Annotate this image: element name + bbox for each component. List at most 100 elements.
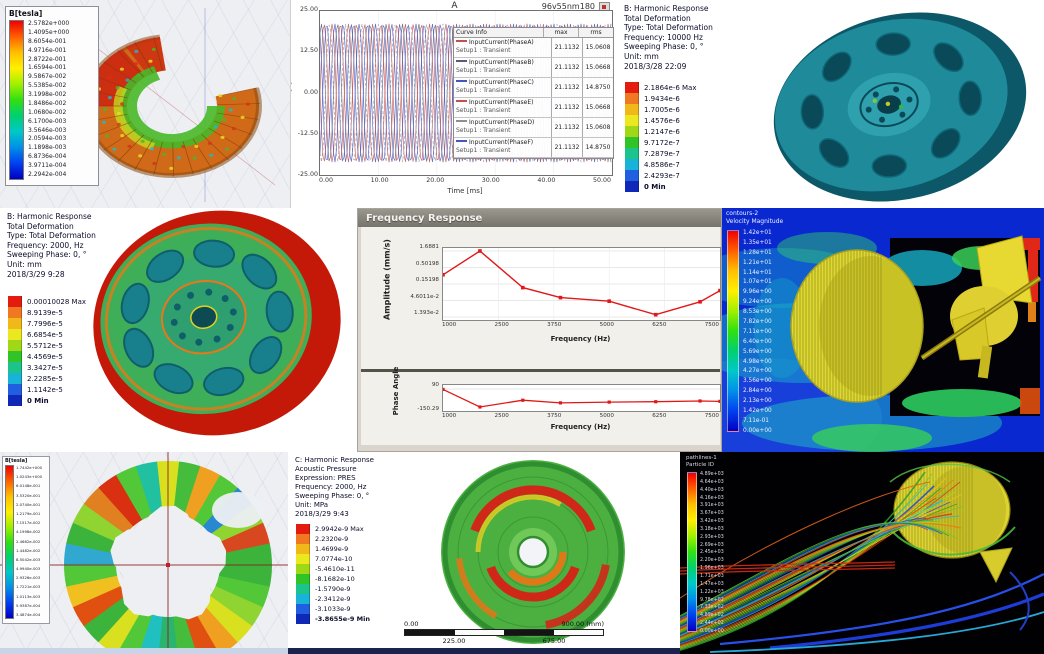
pathlines-quantity: Particle ID bbox=[686, 462, 714, 468]
colorbar-value: 1.22e+03 bbox=[700, 589, 724, 595]
legend-value: 2.1864e-6 Max bbox=[644, 83, 697, 92]
ruler-max: 900.00 (mm) bbox=[561, 620, 604, 628]
colorbar-value: 2.0740e-001 bbox=[16, 501, 41, 507]
curve-setup: Setup1 : Transient bbox=[456, 46, 511, 54]
legend-value: 9.7172e-7 bbox=[644, 138, 680, 147]
contour-name: contours-2 bbox=[726, 210, 759, 217]
info-line: B: Harmonic Response bbox=[624, 4, 709, 13]
curve-setup: Setup1 : Transient bbox=[456, 126, 511, 134]
legend-value: -3.8655e-9 Min bbox=[315, 615, 370, 623]
legend-entry: 2.9942e-9 Max bbox=[296, 524, 370, 534]
colorbar-value: 2.0594e-003 bbox=[28, 135, 67, 143]
curve-max: 21.1132 bbox=[551, 58, 582, 77]
legend-value: 4.4569e-5 bbox=[27, 352, 63, 361]
colorbar-value: 3.91e+03 bbox=[700, 503, 724, 509]
phase-plot-area bbox=[442, 384, 721, 412]
x-tick-label: 50.00 bbox=[592, 177, 611, 184]
legend-color-chip bbox=[8, 340, 22, 351]
legend-value: 3.3427e-5 bbox=[27, 363, 63, 372]
colorbar-value: 2.69e+03 bbox=[700, 542, 724, 548]
curve-max: 21.1132 bbox=[551, 138, 582, 157]
colorbar-values: 4.89e+03 4.64e+03 4.40e+03 4.16e+03 3.91e+03… bbox=[700, 472, 724, 634]
legend-entry: 7.0774e-10 bbox=[296, 554, 370, 564]
legend-color-chip bbox=[296, 524, 310, 534]
curve-name-cell: InputCurrent(PhaseB) Setup1 : Transient bbox=[454, 58, 551, 77]
legend-entry: 8.9139e-5 bbox=[8, 307, 86, 318]
colorbar-value: 9.5867e-002 bbox=[28, 73, 67, 81]
colorbar-value: 2.4662e-002 bbox=[16, 538, 41, 544]
amplitude-x-axis-title: Frequency (Hz) bbox=[550, 335, 611, 343]
curve-setup: Setup1 : Transient bbox=[456, 66, 511, 74]
y-tick-labels: 25.00 12.50 0.00 -12.50 -25.00 bbox=[293, 6, 318, 178]
legend-value: 1.4699e-9 bbox=[315, 545, 349, 553]
x-tick-label: 10.00 bbox=[370, 177, 389, 184]
legend-value: 0 Min bbox=[27, 396, 49, 405]
colorbar-value: 0.00e+00 bbox=[700, 628, 724, 634]
curve-info-rows: InputCurrent(PhaseA) Setup1 : Transient … bbox=[454, 38, 613, 158]
info-line: Type: Total Deformation bbox=[624, 23, 713, 33]
curve-rms: 15.0668 bbox=[582, 58, 613, 77]
legend-value: 1.2147e-6 bbox=[644, 127, 680, 136]
phase-curve bbox=[443, 387, 720, 409]
legend-entry: -2.3412e-9 bbox=[296, 594, 370, 604]
legend-entry: 1.4576e-6 bbox=[625, 115, 696, 126]
legend-entry: 2.4293e-7 bbox=[625, 170, 696, 181]
legend-row: InputCurrent(PhaseC) Setup1 : Transient … bbox=[454, 78, 613, 98]
colorbar-value: 0.00e+00 bbox=[743, 427, 772, 434]
colorbar-value: 6.8736e-004 bbox=[28, 153, 67, 161]
pressure-legend: 2.9942e-9 Max 2.2320e-9 1.4699e-9 7.0774… bbox=[296, 524, 370, 624]
legend-entry: 3.3427e-5 bbox=[8, 362, 86, 373]
colorbar-value: 1.4482e-002 bbox=[16, 547, 41, 553]
colorbar-value: 4.9940e-003 bbox=[16, 566, 41, 572]
curve-name-cell: InputCurrent(PhaseF) Setup1 : Transient bbox=[454, 138, 551, 157]
info-line: Sweeping Phase: 0, ° bbox=[7, 250, 87, 260]
info-line: 2018/3/28 22:09 bbox=[624, 61, 687, 71]
colorbar-value: 3.67e+03 bbox=[700, 511, 724, 517]
window-titlebar[interactable]: Frequency Response bbox=[358, 209, 721, 227]
legend-entry: 6.6854e-5 bbox=[8, 329, 86, 340]
colorbar-value: 2.93e+03 bbox=[700, 534, 724, 540]
x-tick-label: 30.00 bbox=[481, 177, 500, 184]
curve-info-header: Curve Info max rms bbox=[454, 28, 613, 38]
window-divider bbox=[361, 369, 720, 372]
legend-color-chip bbox=[296, 604, 310, 614]
colorbar-value: 1.4095e+000 bbox=[28, 28, 70, 36]
legend-color-chip bbox=[8, 307, 22, 318]
colorbar-value: 1.8486e-002 bbox=[28, 99, 67, 107]
curve-name: InputCurrent(PhaseF) bbox=[469, 139, 534, 146]
info-line: 2018/3/29 9:43 bbox=[295, 510, 349, 518]
colorbar bbox=[5, 465, 14, 619]
y-tick-label: 4.6011e-2 bbox=[410, 293, 439, 300]
legend-value: -2.3412e-9 bbox=[315, 595, 351, 603]
legend-color-chip bbox=[296, 584, 310, 594]
curve-color-swatch bbox=[456, 140, 467, 142]
y-tick-label: 90 bbox=[431, 382, 439, 388]
ring-field-plot bbox=[0, 452, 288, 654]
deformation-legend: 2.1864e-6 Max 1.9434e-6 1.7005e-6 1.4576… bbox=[625, 82, 696, 192]
colorbar-value: 1.96e+03 bbox=[700, 566, 724, 572]
colorbar-value: 2.9326e-003 bbox=[16, 575, 41, 581]
x-tick-label: 2500 bbox=[494, 322, 509, 328]
colorbar-value: 8.6054e-001 bbox=[28, 37, 67, 45]
curve-max: 21.1132 bbox=[551, 78, 582, 97]
curve-name: InputCurrent(PhaseB) bbox=[469, 59, 534, 66]
y-tick-label: 0.50198 bbox=[415, 260, 439, 267]
amplitude-y-ticks: 1.6881 0.50198 0.15198 4.6011e-2 1.393e-2 bbox=[405, 244, 439, 316]
legend-color-chip bbox=[625, 104, 639, 115]
legend-value: 2.2320e-9 bbox=[315, 535, 349, 543]
colorbar-value: 2.13e+00 bbox=[743, 398, 772, 405]
deformation-wheel-model bbox=[93, 210, 341, 436]
legend-color-chip bbox=[8, 296, 22, 307]
colorbar-value: 1.42e+00 bbox=[743, 408, 772, 415]
info-line: C: Harmonic Response bbox=[295, 456, 374, 464]
legend-entry: 2.2285e-5 bbox=[8, 373, 86, 384]
curve-name: InputCurrent(PhaseA) bbox=[469, 39, 534, 46]
legend-color-chip bbox=[296, 544, 310, 554]
colorbar bbox=[9, 20, 24, 180]
x-tick-label: 5000 bbox=[599, 322, 614, 328]
colorbar-value: 2.8722e-001 bbox=[28, 55, 67, 63]
x-tick-label: 7500 bbox=[704, 322, 719, 328]
legend-color-chip bbox=[8, 373, 22, 384]
legend-entry: -3.8655e-9 Min bbox=[296, 614, 370, 624]
